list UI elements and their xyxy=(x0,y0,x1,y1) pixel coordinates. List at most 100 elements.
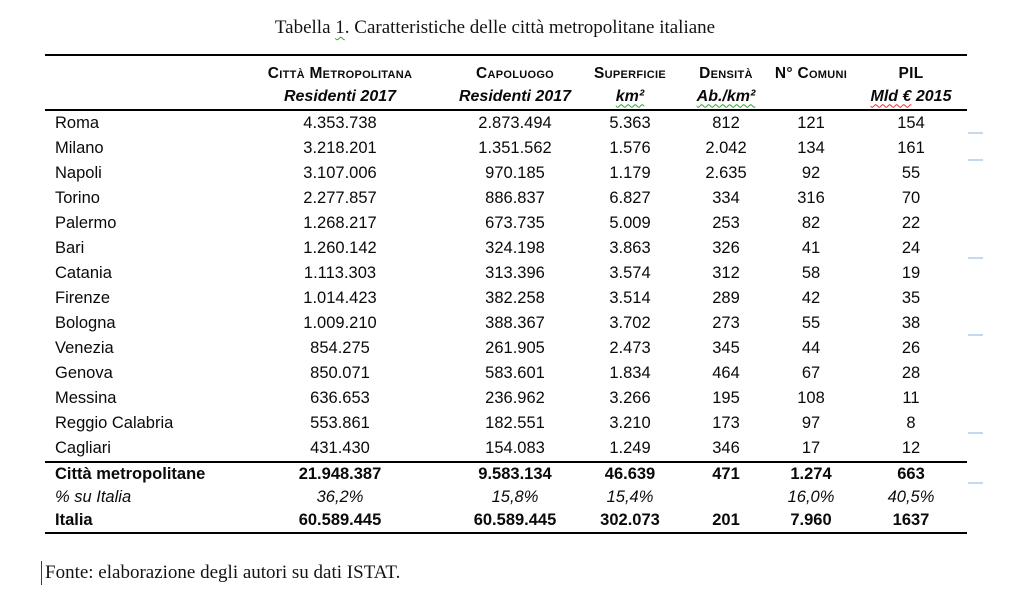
value-cell: 70 xyxy=(901,189,921,207)
table-summary: Città metropolitane 21.948.387 9.583.134 46… xyxy=(45,461,967,533)
subheader-mld-euro: Mld € 2015 xyxy=(855,84,967,111)
value-cell: 3.863 xyxy=(609,239,651,257)
header-densita: Densità xyxy=(699,65,753,82)
value-cell: 431.430 xyxy=(310,439,370,457)
value-cell: 970.185 xyxy=(485,164,545,182)
row-label: Firenze xyxy=(55,289,111,307)
comment-mark xyxy=(968,432,983,434)
value-cell: 28 xyxy=(901,364,921,382)
value-cell: 6.827 xyxy=(609,189,651,207)
table-caption: Tabella 1. Caratteristiche delle città m… xyxy=(0,17,990,39)
comment-mark xyxy=(968,132,983,134)
header-row-labels: Città Metropolitana Capoluogo Superficie… xyxy=(45,55,967,84)
table-row: Torino 2.277.857 886.837 6.827 334 316 70 xyxy=(45,186,967,211)
value-cell: 173 xyxy=(712,414,740,432)
value-cell: 97 xyxy=(801,414,821,432)
value-cell: 12 xyxy=(901,439,921,457)
value-cell: 195 xyxy=(712,389,740,407)
value-cell: 812 xyxy=(712,114,740,132)
summary-row: Italia 60.589.445 60.589.445 302.073 201 7.96… xyxy=(45,509,967,533)
value-cell: 2.277.857 xyxy=(303,189,377,207)
source-note: Fonte: elaborazione degli autori su dati… xyxy=(41,561,400,585)
table-row: Bologna 1.009.210 388.367 3.702 273 55 38 xyxy=(45,311,967,336)
value-cell: 388.367 xyxy=(485,314,545,332)
row-label: Città metropolitane xyxy=(45,461,225,486)
value-cell: 3.514 xyxy=(609,289,651,307)
mld-euro-unit: Mld € xyxy=(870,87,912,105)
value-cell: 38 xyxy=(901,314,921,332)
value-cell: 471 xyxy=(685,461,767,486)
value-cell: 302.073 xyxy=(600,511,660,529)
table-header: Città Metropolitana Capoluogo Superficie… xyxy=(45,55,967,111)
header-superficie: Superficie xyxy=(593,65,666,82)
value-cell: 22 xyxy=(901,214,921,232)
value-cell: 15,8% xyxy=(491,488,539,506)
row-label: Milano xyxy=(55,139,104,157)
value-cell: 583.601 xyxy=(485,364,545,382)
value-cell: 24 xyxy=(901,239,921,257)
row-label: Cagliari xyxy=(55,439,111,457)
row-label: Genova xyxy=(55,364,113,382)
value-cell: 161 xyxy=(897,139,925,157)
row-label: Reggio Calabria xyxy=(55,414,174,432)
value-cell: 3.574 xyxy=(609,264,651,282)
comment-mark xyxy=(968,334,983,336)
value-cell: 7.960 xyxy=(790,511,832,529)
comment-mark xyxy=(968,482,983,484)
table-row: Milano 3.218.201 1.351.562 1.576 2.042 134 161 xyxy=(45,136,967,161)
value-cell: 236.962 xyxy=(485,389,545,407)
value-cell: 121 xyxy=(797,114,825,132)
value-cell: 108 xyxy=(797,389,825,407)
table-row: Messina 636.653 236.962 3.266 195 108 11 xyxy=(45,386,967,411)
value-cell: 41 xyxy=(801,239,821,257)
row-label: Napoli xyxy=(55,164,102,182)
value-cell: 3.266 xyxy=(609,389,651,407)
caption-text-before: Tabella xyxy=(274,17,336,38)
summary-row: % su Italia 36,2% 15,8% 15,4% 16,0% 40,5% xyxy=(45,486,967,509)
subheader-residenti-cap: Residenti 2017 xyxy=(455,84,575,111)
header-row-units: Residenti 2017 Residenti 2017 km² Ab./km… xyxy=(45,84,967,111)
value-cell: 58 xyxy=(801,264,821,282)
value-cell: 11 xyxy=(902,389,920,407)
table-row: Roma 4.353.738 2.873.494 5.363 812 121 154 xyxy=(45,110,967,136)
value-cell: 464 xyxy=(712,364,740,382)
header-citta-metropolitana: Città Metropolitana xyxy=(267,65,413,82)
value-cell: 3.210 xyxy=(609,414,651,432)
row-label: Bologna xyxy=(55,314,116,332)
header-n-comuni: N° Comuni xyxy=(774,65,848,82)
value-cell: 261.905 xyxy=(485,339,545,357)
value-cell: 3.218.201 xyxy=(303,139,377,157)
value-cell: 134 xyxy=(797,139,825,157)
value-cell: 9.583.134 xyxy=(455,461,575,486)
value-cell: 636.653 xyxy=(310,389,370,407)
value-cell: 182.551 xyxy=(485,414,545,432)
value-cell: 36,2% xyxy=(316,488,364,506)
comment-mark xyxy=(968,257,983,259)
value-cell: 44 xyxy=(801,339,821,357)
value-cell: 60.589.445 xyxy=(298,511,382,529)
row-label: Torino xyxy=(55,189,100,207)
summary-row: Città metropolitane 21.948.387 9.583.134 46… xyxy=(45,461,967,486)
value-cell: 1.268.217 xyxy=(303,214,377,232)
table-row: Palermo 1.268.217 673.735 5.009 253 82 22 xyxy=(45,211,967,236)
header-capoluogo: Capoluogo xyxy=(475,65,555,82)
row-label: % su Italia xyxy=(55,488,132,506)
value-cell xyxy=(685,486,767,509)
value-cell: 312 xyxy=(712,264,740,282)
value-cell: 67 xyxy=(801,364,821,382)
mld-euro-year: 2015 xyxy=(911,87,952,105)
value-cell: 19 xyxy=(901,264,921,282)
value-cell: 55 xyxy=(901,164,921,182)
value-cell: 382.258 xyxy=(485,289,545,307)
value-cell: 16,0% xyxy=(787,488,835,506)
value-cell: 886.837 xyxy=(485,189,545,207)
row-label: Italia xyxy=(55,511,93,529)
value-cell: 273 xyxy=(712,314,740,332)
value-cell: 1.834 xyxy=(609,364,651,382)
value-cell: 8 xyxy=(906,414,916,432)
value-cell: 2.635 xyxy=(705,164,747,182)
value-cell: 1.576 xyxy=(609,139,651,157)
value-cell: 663 xyxy=(855,461,967,486)
value-cell: 1.014.423 xyxy=(303,289,377,307)
